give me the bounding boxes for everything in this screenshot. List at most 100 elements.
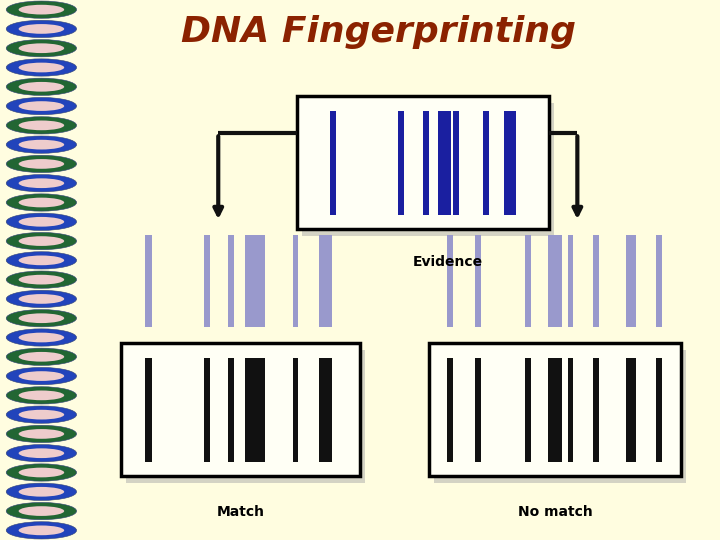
Ellipse shape [6, 329, 76, 346]
Bar [245, 358, 259, 462]
FancyBboxPatch shape [121, 343, 360, 476]
Bar [504, 111, 516, 214]
Ellipse shape [6, 156, 76, 173]
Ellipse shape [19, 313, 64, 323]
Ellipse shape [19, 63, 64, 72]
Bar [568, 358, 573, 462]
Ellipse shape [19, 140, 64, 150]
Bar [454, 111, 459, 214]
Ellipse shape [6, 97, 76, 114]
Ellipse shape [6, 174, 76, 192]
Ellipse shape [6, 252, 76, 269]
Text: Match: Match [216, 505, 264, 519]
Bar [474, 235, 481, 327]
Ellipse shape [6, 483, 76, 501]
Ellipse shape [6, 271, 76, 288]
Ellipse shape [19, 429, 64, 439]
Bar [259, 235, 265, 327]
Text: DNA Fingerprinting: DNA Fingerprinting [181, 16, 577, 49]
Bar [593, 235, 598, 327]
Ellipse shape [19, 294, 64, 304]
Ellipse shape [6, 502, 76, 519]
Bar [423, 111, 428, 214]
Text: No match: No match [518, 505, 593, 519]
Ellipse shape [6, 291, 76, 308]
Bar [656, 235, 662, 327]
Ellipse shape [6, 522, 76, 539]
Ellipse shape [19, 255, 64, 265]
Bar [525, 358, 531, 462]
Ellipse shape [6, 136, 76, 153]
Ellipse shape [6, 367, 76, 384]
Ellipse shape [19, 390, 64, 400]
Ellipse shape [6, 426, 76, 443]
Ellipse shape [19, 120, 64, 130]
Ellipse shape [19, 217, 64, 227]
Bar [228, 358, 233, 462]
Bar [525, 235, 531, 327]
Text: Evidence: Evidence [413, 255, 483, 269]
Ellipse shape [19, 82, 64, 92]
Bar [397, 111, 404, 214]
Ellipse shape [19, 236, 64, 246]
Ellipse shape [6, 444, 76, 462]
Bar [228, 235, 233, 327]
Ellipse shape [6, 59, 76, 76]
Bar [568, 235, 573, 327]
Ellipse shape [6, 387, 76, 404]
Ellipse shape [19, 101, 64, 111]
FancyBboxPatch shape [302, 103, 554, 237]
Ellipse shape [19, 333, 64, 342]
Bar [245, 235, 259, 327]
Ellipse shape [6, 348, 76, 366]
Bar [319, 235, 333, 327]
Ellipse shape [19, 275, 64, 285]
Bar [548, 358, 562, 462]
Ellipse shape [19, 178, 64, 188]
Ellipse shape [19, 525, 64, 535]
Ellipse shape [19, 487, 64, 497]
Bar [447, 358, 454, 462]
Bar [447, 235, 454, 327]
Bar [656, 358, 662, 462]
Ellipse shape [6, 21, 76, 38]
Ellipse shape [19, 448, 64, 458]
Ellipse shape [6, 213, 76, 231]
Bar [293, 235, 298, 327]
FancyBboxPatch shape [429, 343, 681, 476]
Bar [145, 235, 152, 327]
Bar [330, 111, 336, 214]
Ellipse shape [6, 194, 76, 211]
Ellipse shape [19, 159, 64, 169]
Ellipse shape [19, 43, 64, 53]
Bar [204, 235, 210, 327]
FancyBboxPatch shape [126, 350, 365, 483]
Ellipse shape [6, 464, 76, 481]
Bar [204, 358, 210, 462]
Ellipse shape [6, 232, 76, 249]
Bar [259, 358, 265, 462]
Ellipse shape [19, 506, 64, 516]
Ellipse shape [6, 117, 76, 134]
Bar [293, 358, 298, 462]
Ellipse shape [6, 78, 76, 96]
Ellipse shape [6, 406, 76, 423]
Ellipse shape [19, 24, 64, 34]
FancyBboxPatch shape [434, 350, 686, 483]
Ellipse shape [19, 410, 64, 420]
Ellipse shape [6, 39, 76, 57]
FancyBboxPatch shape [297, 96, 549, 229]
Ellipse shape [19, 198, 64, 207]
Ellipse shape [19, 371, 64, 381]
Bar [319, 358, 333, 462]
Bar [548, 235, 562, 327]
Bar [593, 358, 598, 462]
Bar [626, 358, 636, 462]
Ellipse shape [6, 1, 76, 18]
Bar [438, 111, 451, 214]
Ellipse shape [19, 5, 64, 15]
Ellipse shape [19, 468, 64, 477]
Bar [484, 111, 489, 214]
Ellipse shape [19, 352, 64, 362]
Ellipse shape [6, 309, 76, 327]
